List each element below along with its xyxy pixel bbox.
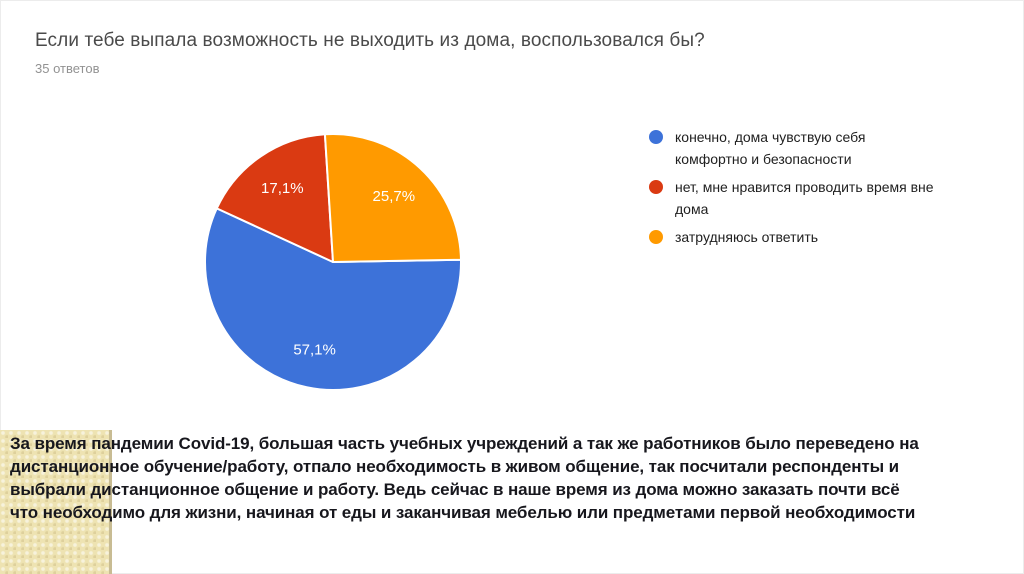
pie-slice-label: 17,1% (261, 180, 304, 197)
legend-item: нет, мне нравится проводить время вне до… (649, 176, 939, 220)
footer-line: За время пандемии Covid-19, большая част… (10, 434, 919, 453)
pie-slice-label: 57,1% (293, 342, 336, 359)
pie-slice (215, 133, 334, 263)
footer-line: что необходимо для жизни, начиная от еды… (10, 503, 916, 522)
legend-item-label: конечно, дома чувствую себя комфортно и … (675, 129, 866, 167)
pie-slice (204, 207, 462, 391)
pie-chart-container: 57,1% 17,1% 25,7% (201, 130, 465, 394)
legend-item-label: затрудняюсь ответить (675, 229, 819, 245)
legend-item-label: нет, мне нравится проводить время вне до… (675, 179, 934, 217)
decorative-side-panel (0, 430, 112, 574)
pie-slice (323, 133, 462, 263)
question-title: Если тебе выпала возможность не выходить… (35, 30, 705, 51)
legend-item: затрудняюсь ответить (649, 226, 939, 248)
legend-dot-icon (649, 230, 663, 244)
responses-count: 35 ответов (35, 61, 100, 76)
chart-legend: конечно, дома чувствую себя комфортно и … (649, 126, 939, 254)
footer-line: выбрали дистанционное общение и работу. … (10, 480, 900, 499)
pie-chart: 57,1% 17,1% 25,7% (204, 133, 462, 391)
legend-item: конечно, дома чувствую себя комфортно и … (649, 126, 939, 170)
legend-dot-icon (649, 130, 663, 144)
footer-line: дистанционное обучение/работу, отпало не… (10, 457, 900, 476)
legend-dot-icon (649, 180, 663, 194)
footer-text-block: За время пандемии Covid-19, большая част… (10, 432, 1018, 524)
pie-slice-label: 25,7% (373, 188, 416, 205)
